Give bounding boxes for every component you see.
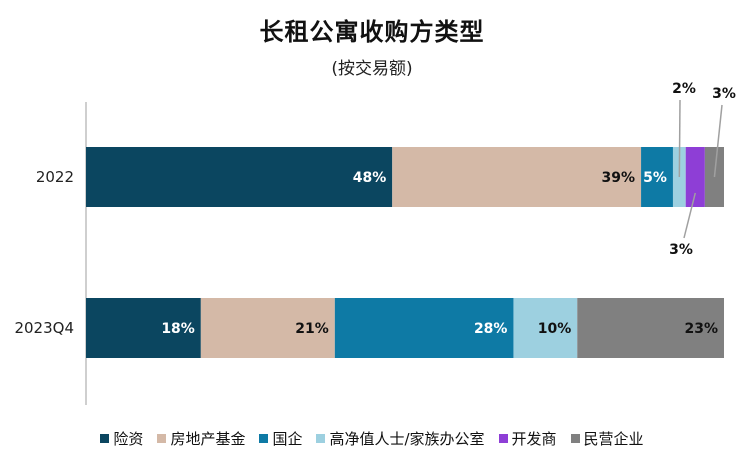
- legend-item: 高净值人士/家族办公室: [316, 428, 485, 449]
- bar-segment: [685, 147, 705, 207]
- bar-segment: [513, 298, 578, 358]
- stacked-bar-chart: 2022 48% 39% 5% 2023Q4 18% 21% 28% 10% 23% 2% 3% 3%: [14, 81, 736, 405]
- legend-item: 险资: [100, 428, 143, 449]
- legend-swatch: [259, 434, 269, 443]
- legend-label: 民营企业: [583, 430, 644, 448]
- legend-item: 民营企业: [570, 428, 644, 449]
- legend-swatch: [157, 434, 167, 443]
- chart-legend: 险资 房地产基金 国企 高净值人士/家族办公室 开发商 民营企业: [0, 428, 744, 449]
- legend-label: 开发商: [511, 430, 557, 448]
- data-label: 10%: [538, 321, 572, 337]
- legend-item: 房地产基金: [157, 428, 245, 449]
- data-label: 3%: [712, 86, 736, 102]
- legend-label: 高净值人士/家族办公室: [329, 430, 485, 448]
- legend-swatch: [570, 434, 580, 443]
- data-label: 28%: [474, 321, 508, 337]
- legend-item: 国企: [259, 428, 302, 449]
- callout-line: [713, 104, 723, 178]
- legend-swatch: [100, 434, 110, 443]
- callout-line: [678, 99, 681, 178]
- category-label: 2022: [36, 168, 74, 186]
- bar-segment: [577, 298, 724, 358]
- legend-swatch: [498, 434, 508, 443]
- data-label: 2%: [672, 81, 696, 97]
- data-label: 18%: [161, 321, 195, 337]
- bar-segment: [86, 298, 201, 358]
- data-label: 48%: [353, 170, 387, 186]
- bar-segment: [392, 147, 642, 207]
- data-label: 5%: [643, 170, 667, 186]
- data-label: 21%: [295, 321, 329, 337]
- callout-line: [683, 192, 697, 239]
- data-label: 39%: [602, 170, 636, 186]
- legend-label: 房地产基金: [170, 430, 246, 448]
- data-label: 3%: [669, 242, 693, 258]
- legend-swatch: [316, 434, 326, 443]
- chart-subtitle: (按交易额): [331, 59, 413, 79]
- bar-segment: [200, 298, 335, 358]
- legend-item: 开发商: [498, 428, 557, 449]
- category-label: 2023Q4: [14, 319, 74, 337]
- chart-title: 长租公寓收购方类型: [259, 18, 485, 46]
- bar-segment: [86, 147, 393, 207]
- bar-segment: [641, 147, 673, 207]
- legend-label: 国企: [272, 430, 303, 448]
- bar-segment: [334, 298, 514, 358]
- data-label: 23%: [684, 321, 718, 337]
- legend-label: 险资: [113, 430, 144, 448]
